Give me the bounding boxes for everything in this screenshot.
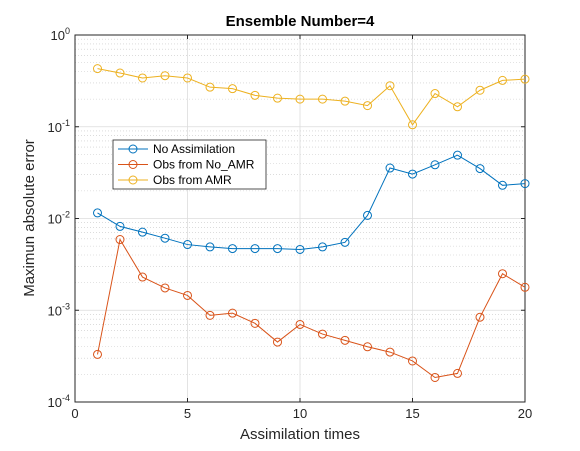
data-point bbox=[520, 179, 530, 189]
data-point bbox=[318, 94, 327, 104]
data-point bbox=[453, 368, 462, 378]
data-point bbox=[250, 318, 260, 328]
data-point bbox=[520, 282, 530, 292]
series-2 bbox=[93, 64, 530, 130]
data-point bbox=[295, 244, 305, 254]
data-point bbox=[183, 290, 192, 300]
data-point bbox=[318, 329, 327, 339]
series-group bbox=[93, 64, 530, 382]
data-point bbox=[363, 342, 372, 352]
data-point bbox=[228, 244, 237, 254]
legend-item: No Assimilation bbox=[118, 142, 235, 156]
legend-label: Obs from No_AMR bbox=[153, 158, 255, 172]
legend-marker bbox=[128, 144, 138, 154]
data-point bbox=[250, 90, 260, 100]
data-point bbox=[453, 150, 462, 160]
data-point bbox=[475, 85, 485, 95]
data-point bbox=[408, 356, 417, 366]
y-tick-label: 100 bbox=[51, 26, 70, 43]
data-point bbox=[183, 73, 192, 83]
data-point bbox=[160, 71, 170, 81]
data-point bbox=[340, 96, 350, 106]
x-tick-label: 0 bbox=[71, 406, 78, 421]
data-point bbox=[295, 94, 305, 104]
data-point bbox=[430, 160, 440, 170]
x-tick-label: 20 bbox=[518, 406, 532, 421]
data-point bbox=[160, 283, 170, 293]
data-point bbox=[205, 82, 215, 92]
data-point bbox=[138, 272, 147, 282]
data-point bbox=[408, 169, 417, 179]
data-point bbox=[430, 89, 440, 99]
x-tick-label: 5 bbox=[184, 406, 191, 421]
data-point bbox=[363, 210, 372, 220]
chart-title: Ensemble Number=4 bbox=[226, 13, 375, 30]
x-tick-label: 10 bbox=[293, 406, 307, 421]
data-point bbox=[115, 68, 125, 78]
data-point bbox=[498, 180, 507, 190]
x-axis-label: Assimilation times bbox=[240, 426, 360, 443]
data-point bbox=[93, 349, 102, 359]
data-point bbox=[453, 102, 462, 112]
data-point bbox=[385, 81, 395, 91]
data-point bbox=[138, 227, 147, 237]
series-0 bbox=[93, 150, 530, 254]
data-point bbox=[340, 237, 350, 247]
legend-item: Obs from AMR bbox=[118, 173, 232, 187]
data-point bbox=[363, 101, 372, 111]
data-point bbox=[160, 233, 170, 243]
legend-label: Obs from AMR bbox=[153, 173, 232, 187]
data-point bbox=[138, 73, 147, 83]
data-point bbox=[273, 93, 282, 103]
y-axis-label: Maximun absolute error bbox=[21, 139, 38, 297]
y-tick-label: 10-1 bbox=[48, 118, 70, 135]
data-point bbox=[93, 208, 102, 218]
series-line bbox=[97, 238, 526, 379]
data-point bbox=[475, 164, 485, 174]
data-point bbox=[205, 310, 215, 320]
series-1 bbox=[93, 235, 530, 382]
data-point bbox=[250, 244, 260, 254]
data-point bbox=[273, 337, 282, 347]
data-point bbox=[498, 269, 507, 279]
y-tick-label: 10-3 bbox=[48, 301, 70, 318]
legend-marker bbox=[128, 175, 138, 185]
legend-label: No Assimilation bbox=[153, 142, 235, 156]
data-point bbox=[273, 244, 282, 254]
grid bbox=[74, 34, 526, 403]
legend-marker bbox=[128, 160, 138, 169]
data-point bbox=[430, 372, 440, 382]
legend-item: Obs from No_AMR bbox=[118, 158, 255, 172]
data-point bbox=[228, 84, 237, 94]
data-point bbox=[498, 75, 507, 85]
data-point bbox=[93, 64, 102, 74]
axis-ticks: 0 5 10 15 20 10-4 10-3 10-2 10-1 100 bbox=[48, 26, 533, 421]
data-point bbox=[408, 120, 417, 130]
data-point bbox=[115, 221, 125, 231]
data-point bbox=[318, 242, 327, 252]
data-point bbox=[475, 312, 485, 322]
data-point bbox=[295, 319, 305, 329]
data-point bbox=[205, 242, 215, 252]
y-tick-label: 10-4 bbox=[48, 393, 70, 410]
data-point bbox=[340, 335, 350, 345]
data-point bbox=[385, 163, 395, 173]
data-point bbox=[183, 240, 192, 250]
data-point bbox=[520, 74, 530, 84]
data-point bbox=[115, 235, 125, 245]
x-tick-label: 15 bbox=[405, 406, 419, 421]
data-point bbox=[228, 308, 237, 318]
data-point bbox=[385, 347, 395, 357]
y-tick-label: 10-2 bbox=[48, 210, 70, 227]
